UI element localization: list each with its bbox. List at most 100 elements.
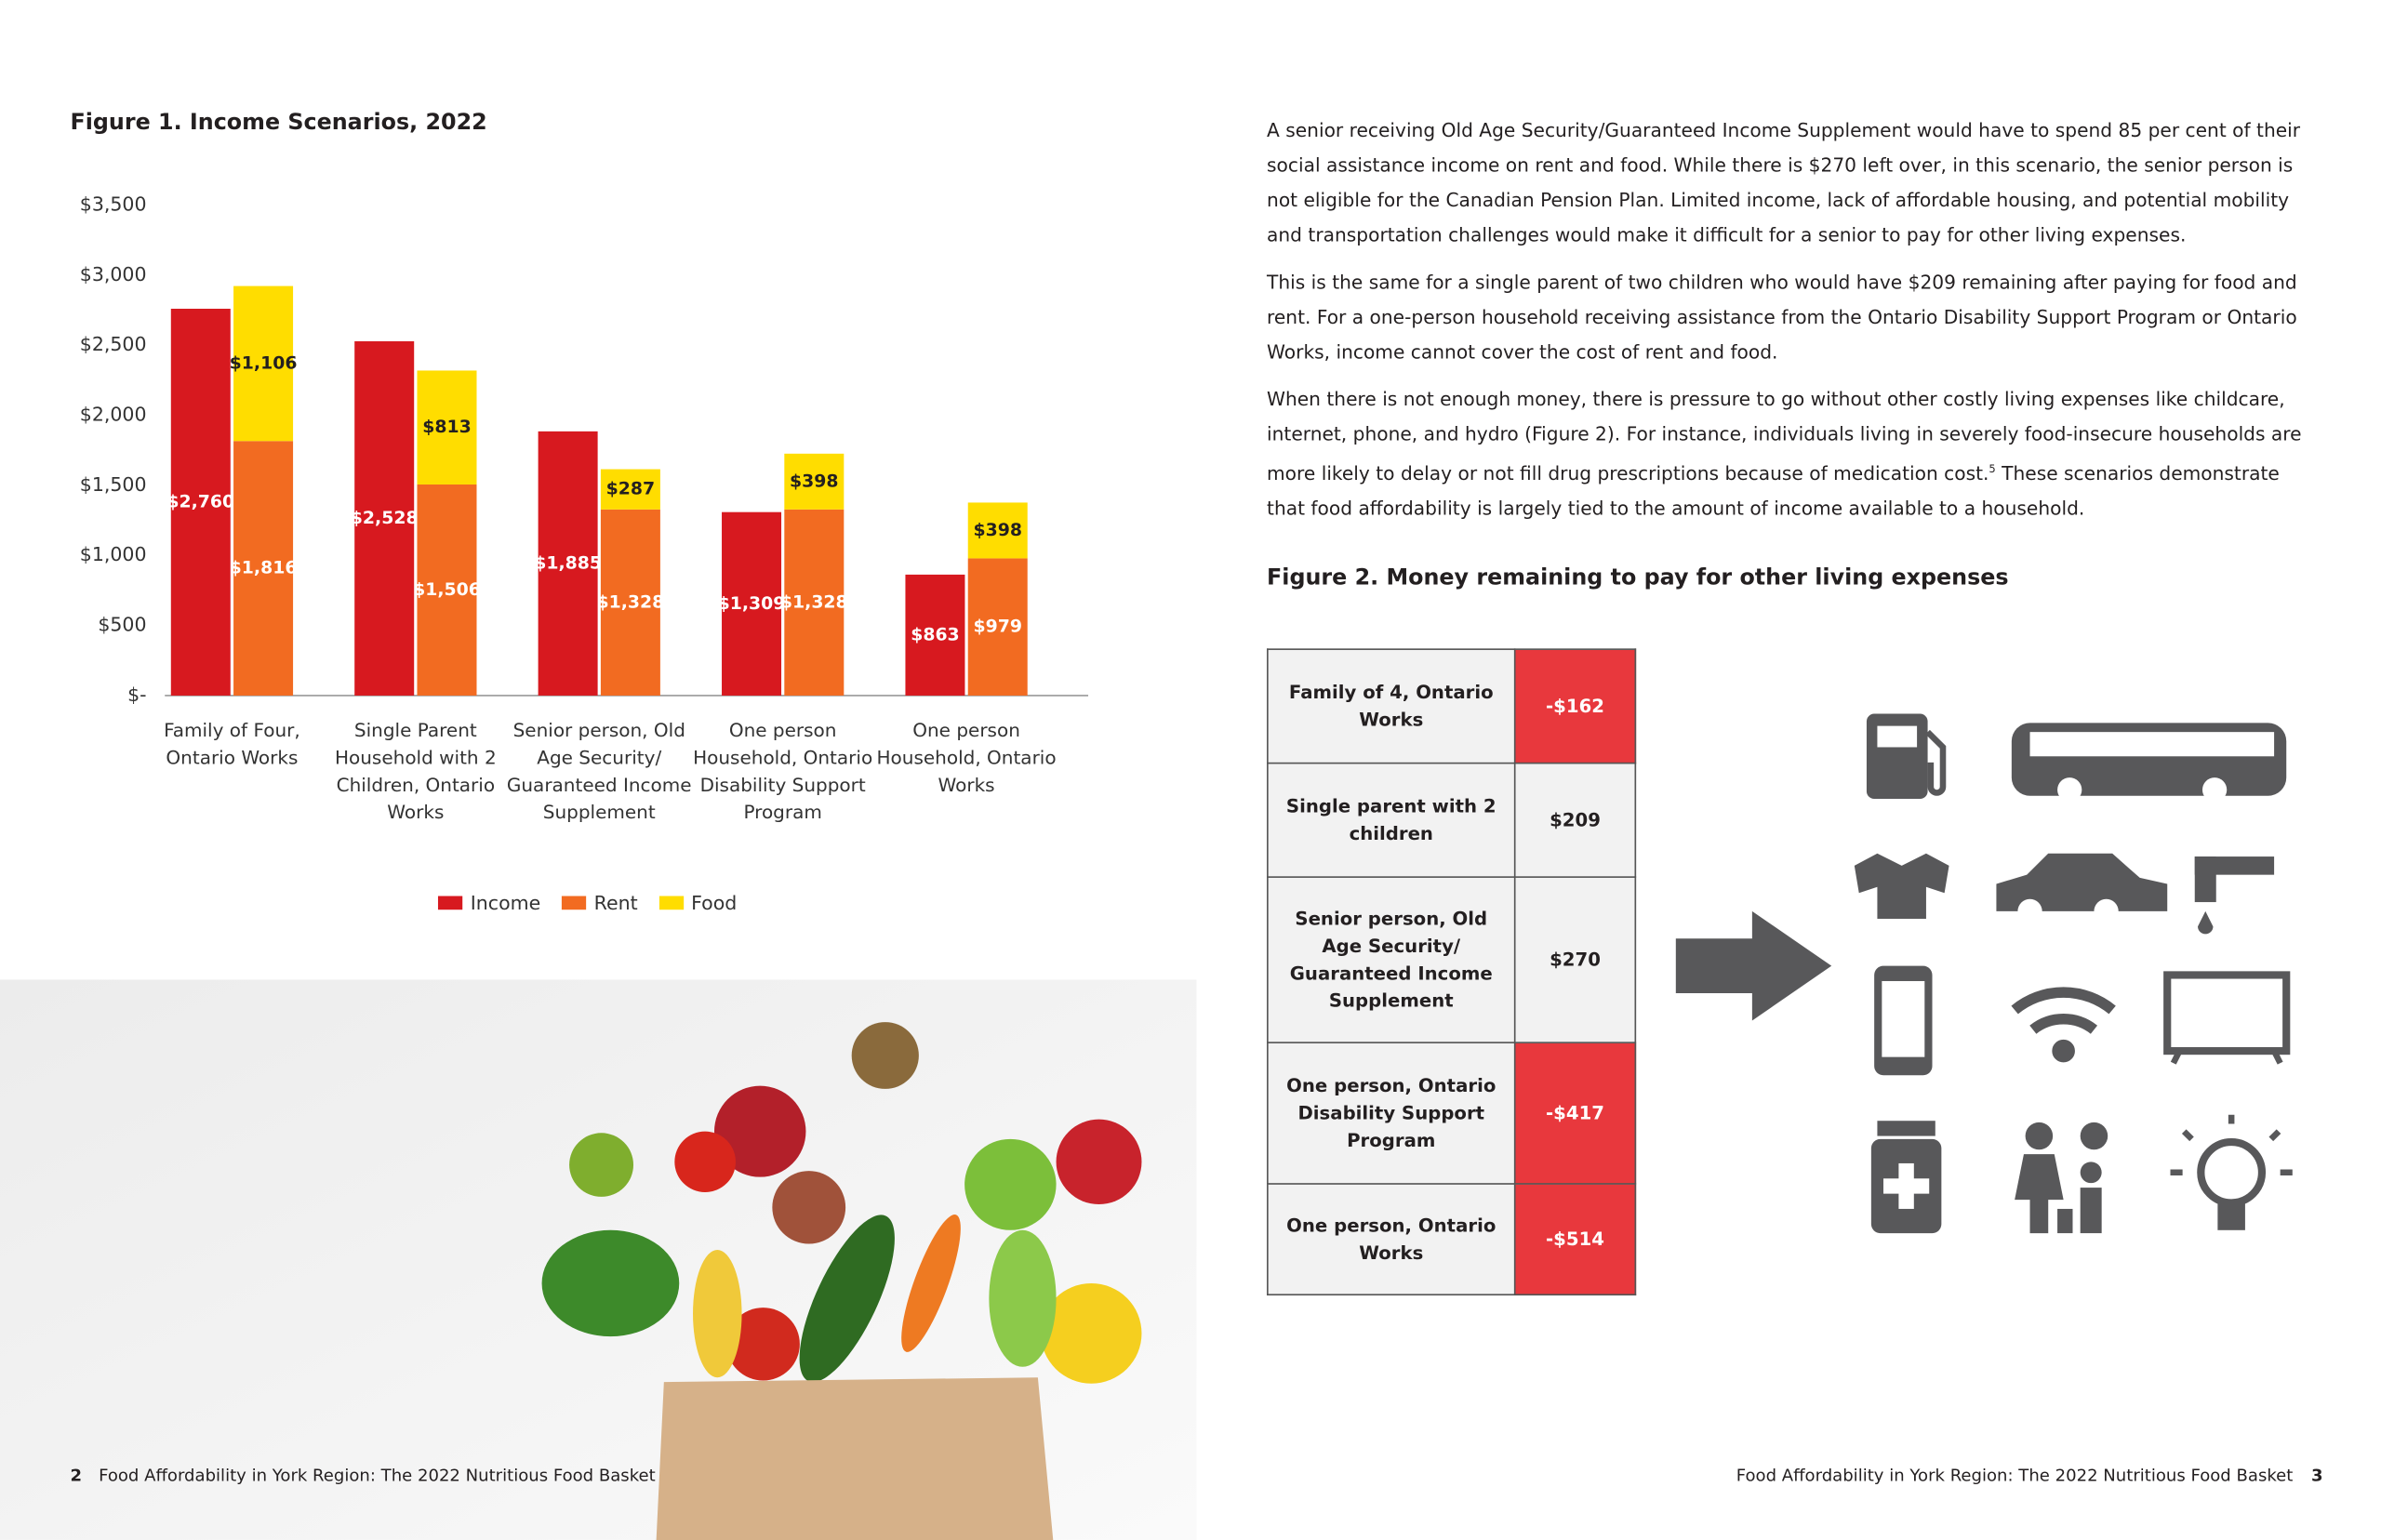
row-label: One person, Ontario Disability Support P… [1267, 1042, 1516, 1185]
table-row: One person, Ontario Disability Support P… [1267, 1042, 1637, 1185]
body-text: A senior receiving Old Age Security/Guar… [1267, 113, 2323, 538]
y-tick-label: $2,500 [80, 333, 147, 355]
table-row: Single parent with 2 children $209 [1267, 762, 1637, 878]
legend-label: Food [691, 891, 738, 915]
footer-left: 2 Food Affordability in York Region: The … [70, 1466, 655, 1485]
bar [538, 431, 598, 696]
data-label: $1,106 [230, 353, 298, 373]
y-tick-label: $500 [98, 614, 146, 636]
remaining-table: Family of 4, Ontario Works -$162 Single pa… [1267, 648, 1637, 1296]
table-row: One person, Ontario Works -$514 [1267, 1183, 1637, 1296]
bar [967, 558, 1028, 696]
x-tick-label: Senior person, Old Age Security/ Guarant… [506, 720, 692, 824]
row-label: Family of 4, Ontario Works [1267, 648, 1516, 764]
row-label: Single parent with 2 children [1267, 762, 1516, 878]
x-tick-label: One person Household, Ontario Disability… [693, 720, 873, 824]
bar [170, 308, 231, 696]
legend-item: Rent [562, 891, 638, 915]
bar [417, 370, 477, 485]
row-value: $270 [1513, 876, 1637, 1043]
text: These scenarios demonstrate that food af… [1267, 463, 2280, 520]
row-label: Senior person, Old Age Security/ Guarant… [1267, 876, 1516, 1043]
bar [905, 574, 965, 696]
y-tick-label: $2,000 [80, 404, 147, 426]
data-label: $863 [911, 625, 959, 644]
data-label: $398 [973, 521, 1021, 540]
row-value: $209 [1513, 762, 1637, 878]
paragraph: This is the same for a single parent of … [1267, 272, 2297, 364]
bar [233, 285, 294, 442]
chart: $- $500 $1,000 $1,500 $2,000 $2,500 $3,000 $3,5… [80, 192, 1089, 706]
figure-1-title: Figure 1. Income Scenarios, 2022 [70, 111, 487, 136]
bus-icon [2011, 723, 2287, 803]
bar [600, 509, 660, 696]
y-tick-label: $3,000 [80, 263, 147, 285]
y-tick-label: $1,000 [80, 543, 147, 565]
photo [0, 979, 1197, 1540]
childcare-icon [2015, 1122, 2108, 1234]
bulb-icon [2170, 1114, 2293, 1230]
text: When there is not enough money, there is… [1267, 389, 2302, 485]
legend-swatch [438, 896, 463, 910]
page-number: 3 [2311, 1465, 2323, 1486]
data-label: $1,328 [780, 592, 848, 612]
legend-item: Food [658, 891, 738, 915]
bar [967, 502, 1028, 559]
shirt-icon [1854, 853, 1949, 920]
car-icon [1996, 853, 2168, 923]
table-row: Family of 4, Ontario Works -$162 [1267, 648, 1637, 764]
legend: Income Rent Food [0, 892, 1176, 914]
table-row: Senior person, Old Age Security/ Guarant… [1267, 876, 1637, 1043]
data-label: $2,528 [351, 509, 419, 528]
data-label: $2,760 [166, 493, 234, 512]
x-tick-label: One person Household, Ontario Works [876, 720, 1057, 796]
row-value: -$162 [1513, 648, 1637, 764]
bar [233, 441, 294, 696]
wifi-icon [2011, 987, 2116, 1063]
footnote: 5 [1989, 463, 1996, 476]
legend-item: Income [438, 892, 540, 914]
row-value: -$417 [1513, 1042, 1637, 1185]
tap-icon [2194, 856, 2275, 935]
figure-2-title: Figure 2. Money remaining to pay for oth… [1267, 566, 2009, 591]
bar [417, 484, 477, 696]
y-tick-label: $3,500 [80, 192, 147, 215]
bar [784, 509, 845, 696]
phone-icon [1874, 965, 1933, 1076]
data-label: $1,506 [413, 580, 481, 600]
arrow [1675, 910, 1832, 1021]
footer-text: Food Affordability in York Region: The 2… [1736, 1465, 2294, 1486]
x-tick-label: Family of Four, Ontario Works [164, 720, 300, 769]
row-value: -$514 [1513, 1183, 1637, 1296]
y-tick-label: $1,500 [80, 473, 147, 496]
data-label: $398 [790, 471, 838, 491]
legend-swatch [658, 896, 684, 910]
medicine-icon [1870, 1121, 1942, 1234]
gas-icon [1866, 713, 1947, 800]
data-label: $813 [422, 418, 471, 437]
paragraph: When there is not enough money, there is… [1267, 383, 2323, 527]
paragraph: A senior receiving Old Age Security/Guar… [1267, 120, 2301, 246]
bar [354, 340, 415, 696]
legend-swatch [562, 896, 587, 910]
data-label: $1,309 [718, 594, 786, 614]
legend-label: Rent [593, 891, 638, 915]
data-label: $1,328 [597, 592, 665, 612]
footer-text: Food Affordability in York Region: The 2… [99, 1465, 656, 1486]
icons [1675, 713, 2293, 1234]
y-tick-label: $- [127, 684, 146, 706]
data-label: $287 [606, 480, 655, 499]
footer-right: Food Affordability in York Region: The 2… [1736, 1466, 2323, 1485]
tv-icon [2163, 971, 2291, 1065]
data-label: $979 [973, 617, 1021, 637]
page-number: 2 [70, 1465, 83, 1486]
bar [600, 469, 660, 510]
bar [722, 511, 782, 696]
data-label: $1,885 [534, 553, 602, 573]
row-label: One person, Ontario Works [1267, 1183, 1516, 1296]
data-label: $1,816 [230, 559, 298, 578]
bar [784, 453, 845, 510]
x-tick-label: Single Parent Household with 2 Children,… [334, 720, 497, 824]
